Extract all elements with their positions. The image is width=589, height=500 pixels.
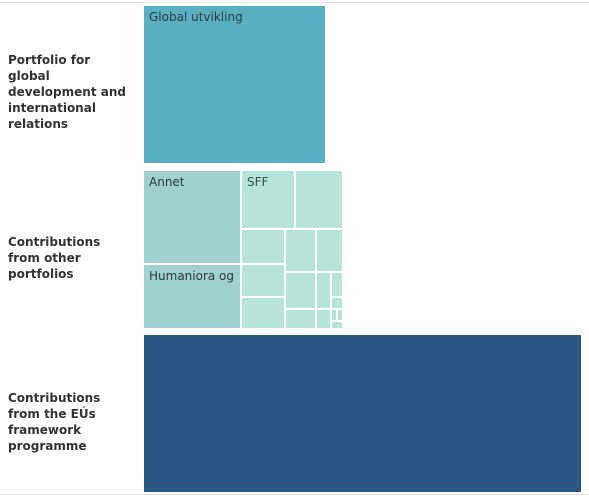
tile-small-10[interactable] [331,272,343,297]
row-label-other-portfolios: Contributions from other portfolios [8,235,101,281]
tile-label-global-utvikling: Global utvikling [149,10,243,24]
row-label-eu-framework: Contributions from the EÚs framework pro… [8,391,101,453]
bottom-divider [0,494,589,495]
tile-small-8[interactable] [285,309,316,329]
top-divider [0,2,589,3]
tile-small-3[interactable] [241,264,285,297]
tile-label-humaniora: Humaniora og [149,269,235,283]
tile-small-6[interactable] [316,229,343,272]
tile-eu-framework[interactable] [143,334,582,493]
tile-small-11[interactable] [331,297,343,309]
tile-label-sff: SFF [247,175,269,189]
tile-small-4[interactable] [241,297,285,329]
tile-small-1[interactable] [295,170,343,229]
tile-small-12[interactable] [316,309,331,329]
tile-label-annet: Annet [149,175,185,189]
tile-small-5[interactable] [285,229,316,272]
tile-small-7[interactable] [285,272,316,309]
tile-small-2[interactable] [241,229,285,264]
tile-annet[interactable]: Annet [143,170,241,264]
tile-small-14[interactable] [337,309,343,321]
tile-sff[interactable]: SFF [241,170,295,229]
tile-small-15[interactable] [331,321,343,329]
tile-humaniora[interactable]: Humaniora og [143,264,241,329]
row-label-global-development: Portfolio for global development and int… [8,53,126,131]
tile-small-13[interactable] [331,309,337,321]
tile-small-9[interactable] [316,272,331,309]
tile-global-utvikling[interactable]: Global utvikling [143,5,326,164]
